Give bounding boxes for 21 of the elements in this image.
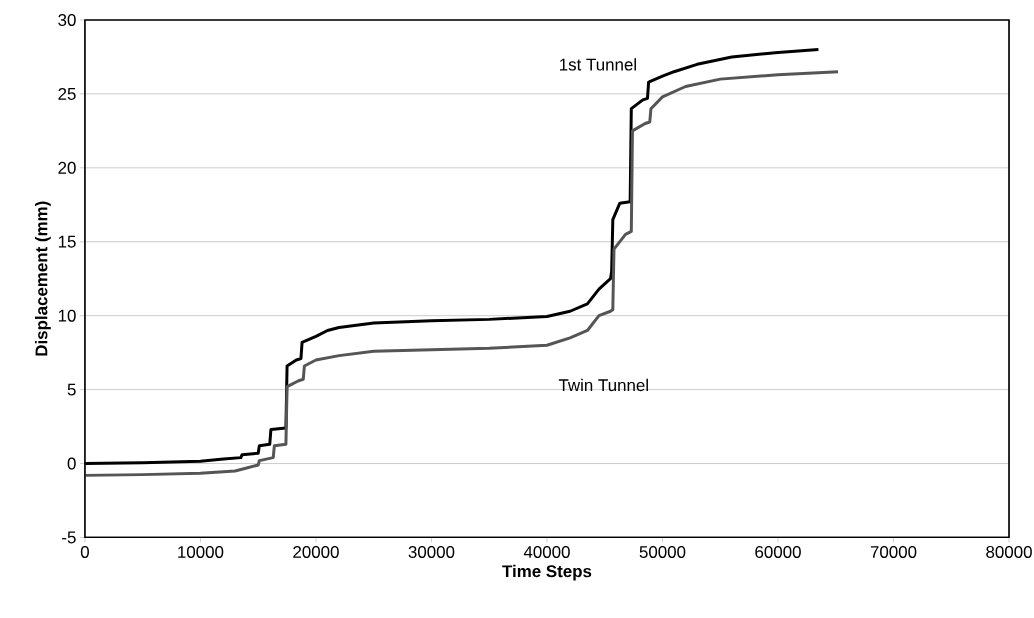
x-tick-label: 20000 <box>293 545 339 558</box>
x-tick-label: 10000 <box>178 545 224 558</box>
x-tick-label: 40000 <box>523 545 570 558</box>
y-tick-label: 0 <box>67 457 76 470</box>
series-label: 1st Tunnel <box>560 57 636 71</box>
y-tick-label: 20 <box>58 161 76 174</box>
y-tick-label: -5 <box>62 531 76 544</box>
x-tick-label: 50000 <box>639 545 686 558</box>
x-tick-label: 60000 <box>755 545 801 558</box>
y-tick-label: 5 <box>67 383 76 396</box>
y-tick-label: 10 <box>58 309 76 322</box>
y-tick-label: 30 <box>58 13 76 26</box>
x-tick-label: 30000 <box>408 545 455 558</box>
x-tick-label: 70000 <box>870 545 917 558</box>
x-tick-label: 0 <box>80 545 89 558</box>
x-tick-label: 80000 <box>986 545 1032 558</box>
x-axis-title: Time Steps <box>502 564 592 581</box>
y-axis-title: Displacement (mm) <box>34 201 51 356</box>
y-tick-label: 15 <box>58 235 76 248</box>
text: Twin Tunnel <box>558 378 648 391</box>
y-tick-label: 25 <box>58 87 76 100</box>
